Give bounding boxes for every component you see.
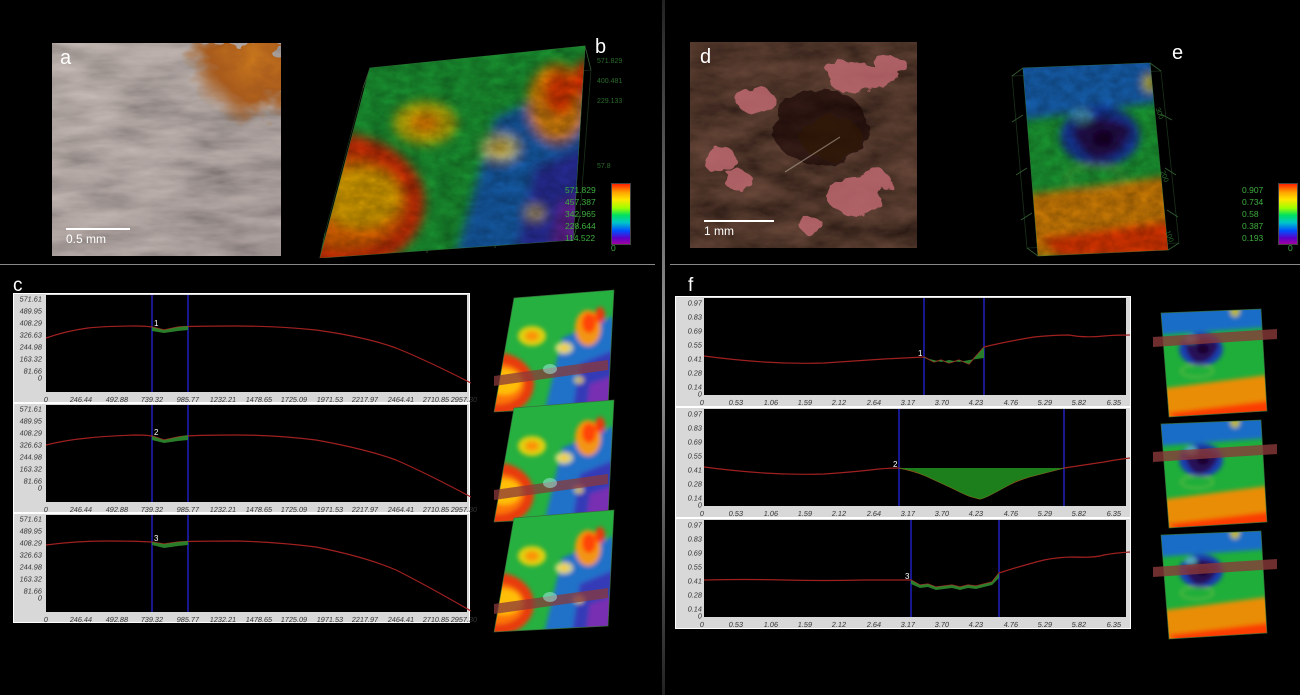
svg-text:3: 3 (154, 534, 159, 543)
svg-text:1: 1 (154, 319, 159, 328)
svg-text:2: 2 (154, 428, 159, 437)
svg-text:3: 3 (905, 572, 910, 581)
svg-text:1: 1 (918, 349, 923, 358)
svg-text:2: 2 (893, 460, 898, 469)
